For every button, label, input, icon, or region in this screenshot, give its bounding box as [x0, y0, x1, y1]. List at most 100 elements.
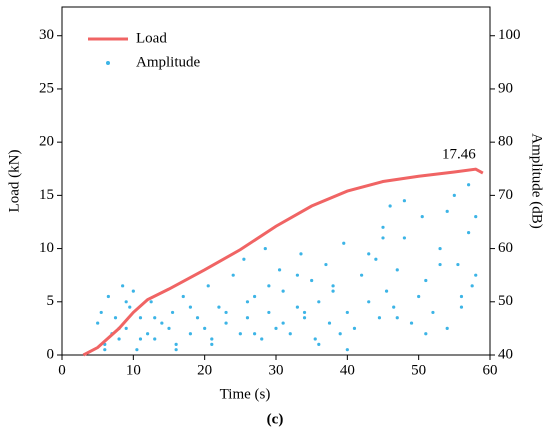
scatter-point [103, 348, 107, 352]
scatter-point [431, 310, 435, 315]
scatter-point [377, 316, 382, 320]
scatter-point [238, 332, 242, 336]
scatter-point [342, 241, 346, 245]
scatter-point [424, 278, 428, 283]
scatter-point [384, 289, 389, 293]
x-tick-label: 40 [340, 362, 355, 378]
legend-label: Amplitude [136, 54, 201, 70]
scatter-point [281, 321, 285, 325]
scatter-point [138, 316, 143, 320]
x-tick-label: 10 [126, 362, 141, 378]
scatter-point [224, 310, 228, 315]
scatter-point [188, 305, 192, 309]
y-axis-label: Load (kN) [6, 150, 22, 213]
scatter-point [263, 246, 267, 251]
y-tick-label: 0 [47, 346, 55, 362]
scatter-point [188, 332, 192, 336]
y-tick-label: 15 [39, 187, 54, 203]
scatter-point [470, 284, 474, 288]
scatter-point [135, 348, 139, 352]
scatter-point [395, 316, 399, 320]
scatter-point [459, 305, 464, 309]
scatter-point [338, 332, 342, 336]
scatter-point [124, 300, 128, 304]
scatter-point [402, 236, 406, 240]
legend-label: Load [136, 30, 167, 46]
scatter-point [331, 284, 335, 288]
y-tick-label: 10 [39, 240, 54, 256]
scatter-point [374, 257, 378, 261]
x-axis-label: Time (s) [220, 386, 271, 402]
scatter-point [274, 326, 278, 330]
scatter-point [174, 348, 178, 352]
scatter-point [467, 231, 471, 235]
scatter-point [313, 337, 317, 341]
scatter-point [267, 284, 271, 288]
scatter-point [317, 300, 321, 304]
scatter-point [277, 268, 282, 272]
y-tick-label: 5 [47, 293, 55, 309]
scatter-point [417, 294, 421, 299]
scatter-point [367, 300, 371, 304]
scatter-point [170, 310, 175, 315]
scatter-point [345, 348, 349, 352]
scatter-point [96, 321, 100, 325]
scatter-point [299, 252, 303, 256]
scatter-point [395, 268, 399, 272]
scatter-point [409, 321, 414, 325]
y2-tick-label: 70 [498, 187, 513, 203]
scatter-point [420, 215, 424, 219]
scatter-point [121, 284, 125, 288]
scatter-point [367, 252, 371, 256]
scatter-point [459, 294, 464, 299]
scatter-point [392, 305, 396, 309]
scatter-point [456, 262, 460, 267]
scatter-point [452, 193, 456, 197]
x-tick-label: 30 [269, 362, 284, 378]
scatter-point [381, 225, 385, 229]
scatter-point [381, 236, 385, 240]
scatter-point [160, 321, 164, 325]
scatter-point [302, 310, 307, 315]
scatter-point [253, 294, 257, 299]
scatter-point [474, 273, 478, 277]
scatter-point [445, 326, 449, 330]
scatter-point [324, 262, 328, 267]
scatter-point [210, 342, 214, 346]
scatter-point [424, 332, 428, 336]
scatter-point [360, 273, 364, 277]
caption: (c) [267, 411, 284, 427]
scatter-point [245, 300, 250, 304]
y2-tick-label: 50 [498, 293, 513, 309]
scatter-point [117, 337, 121, 341]
scatter-point [267, 310, 271, 315]
y2-tick-label: 80 [498, 134, 513, 150]
scatter-point [310, 278, 314, 283]
x-tick-label: 60 [483, 362, 498, 378]
load-line [82, 167, 484, 357]
scatter-point [345, 310, 349, 315]
scatter-point [253, 332, 257, 336]
y2-tick-label: 100 [498, 27, 521, 43]
scatter-point [295, 305, 299, 309]
y2-tick-label: 90 [498, 80, 513, 96]
scatter-point [149, 300, 153, 304]
scatter-point [331, 289, 335, 293]
scatter-point [203, 326, 207, 330]
y-tick-label: 30 [39, 27, 54, 43]
scatter-point [327, 321, 332, 325]
y2-axis-label: Amplitude (dB) [529, 133, 545, 228]
scatter-point [438, 262, 442, 267]
x-tick-label: 50 [411, 362, 426, 378]
scatter-point [146, 332, 150, 336]
scatter-point [153, 316, 157, 320]
scatter-point [231, 273, 235, 277]
annotation: 17.46 [442, 147, 476, 163]
scatter-point [106, 294, 110, 299]
scatter-point [302, 316, 307, 320]
y2-tick-label: 40 [498, 346, 513, 362]
scatter-point [195, 316, 200, 320]
scatter-point [467, 183, 471, 187]
scatter-point [445, 209, 449, 213]
